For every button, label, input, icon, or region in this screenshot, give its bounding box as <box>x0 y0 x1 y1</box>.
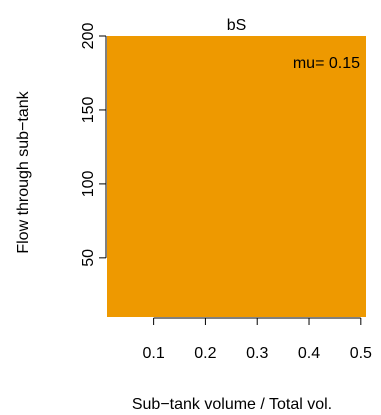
y-axis-ticks: 50 100 150 200 <box>80 23 106 267</box>
chart-annotation: mu= 0.15 <box>293 55 360 72</box>
x-axis-ticks: 0.1 0.2 0.3 0.4 0.5 <box>142 318 372 362</box>
x-tick-label: 0.2 <box>194 345 216 362</box>
x-tick-label: 0.1 <box>142 345 164 362</box>
y-tick-label: 150 <box>80 97 97 124</box>
x-tick-label: 0.5 <box>350 345 372 362</box>
x-tick-label: 0.4 <box>298 345 320 362</box>
y-tick-label: 100 <box>80 170 97 197</box>
chart-title: bS <box>227 17 247 34</box>
y-tick-label: 200 <box>80 23 97 50</box>
x-tick-label: 0.3 <box>246 345 268 362</box>
heatmap-fill <box>107 36 366 317</box>
y-tick-label: 50 <box>80 249 97 267</box>
x-axis-label: Sub−tank volume / Total vol. <box>132 396 332 413</box>
y-axis-label: Flow through sub−tank <box>15 90 32 253</box>
